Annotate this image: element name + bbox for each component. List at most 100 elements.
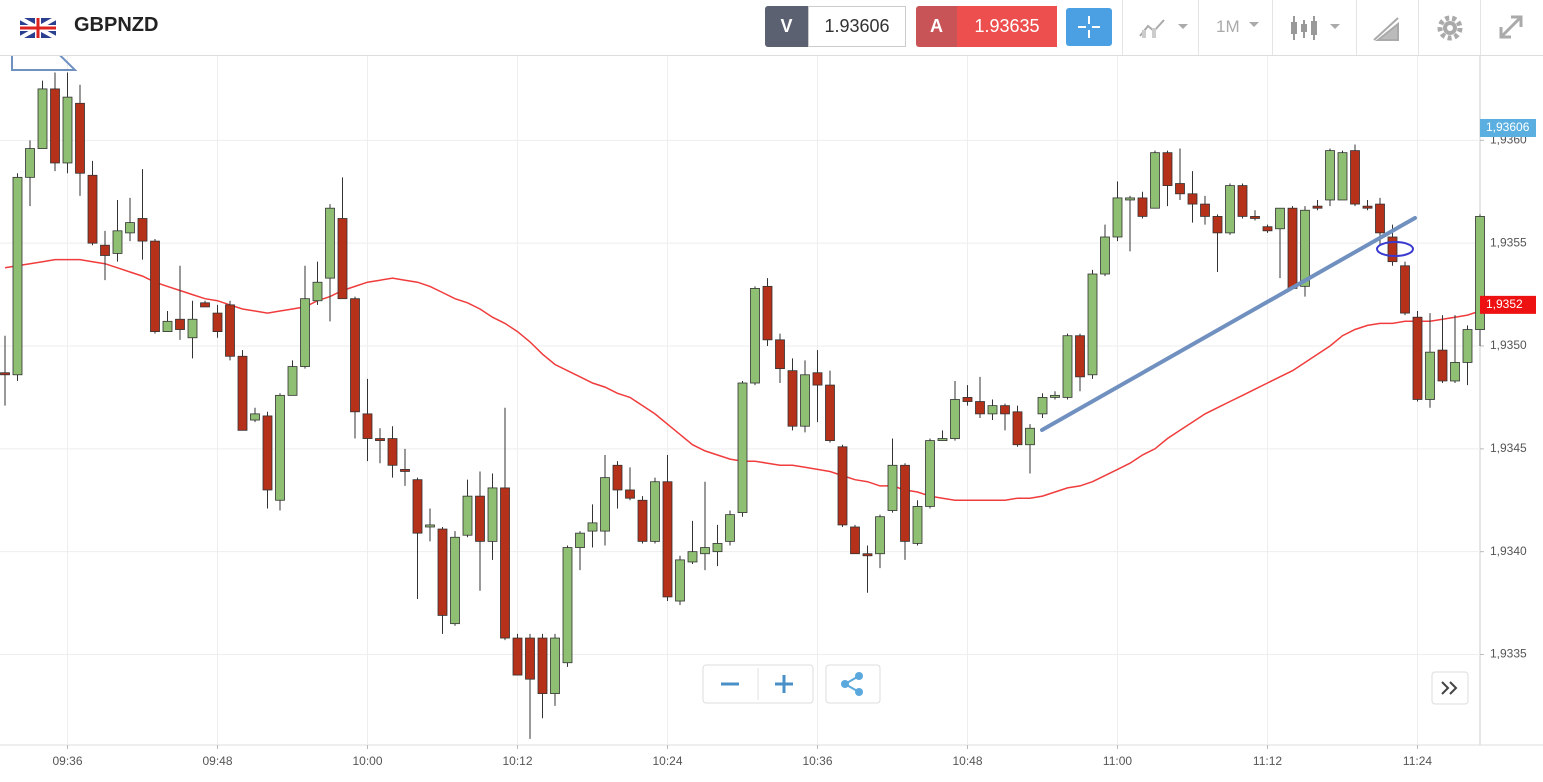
candle-body — [675, 559, 685, 602]
candle-body — [200, 302, 210, 308]
candle-body — [350, 298, 360, 413]
candle-body — [512, 637, 523, 676]
candle-body — [137, 218, 148, 242]
candle-body — [300, 298, 310, 367]
candle-body — [212, 312, 223, 332]
candle-body — [1175, 183, 1185, 195]
candle-body — [1475, 216, 1485, 330]
sell-price[interactable]: 1.93606 — [808, 6, 906, 47]
candle-body — [562, 547, 573, 664]
candle-body — [375, 438, 385, 442]
dropdown — [1249, 22, 1259, 27]
candle-body — [987, 405, 998, 415]
chart-type-button[interactable] — [1138, 16, 1190, 40]
candle-body — [12, 176, 23, 376]
candle-body — [462, 495, 473, 536]
y-tick-label: 1,9340 — [1490, 544, 1527, 558]
candle-body — [837, 446, 848, 526]
candle-body — [475, 495, 485, 542]
candle-body — [812, 372, 823, 386]
candle-body — [362, 413, 373, 439]
zoom-controls — [702, 664, 1469, 705]
candle-body — [662, 481, 673, 598]
candle-body — [1437, 349, 1448, 382]
buy-price[interactable]: 1.93635 — [957, 6, 1057, 47]
candle-body — [1412, 316, 1423, 400]
price-tag-label: 1,93606 — [1486, 120, 1530, 134]
candle-body — [1125, 197, 1135, 201]
candle-body — [687, 551, 698, 563]
share-button[interactable] — [825, 664, 881, 704]
settings-button[interactable] — [1435, 13, 1465, 43]
candle-body — [625, 489, 635, 499]
candle-body — [1362, 205, 1373, 209]
candle-body — [325, 207, 335, 279]
x-tick-label: 09:36 — [52, 754, 82, 768]
candle-body — [150, 240, 160, 332]
trend-line[interactable] — [1040, 216, 1417, 432]
candle-body — [525, 637, 535, 680]
candle-body — [725, 514, 735, 542]
divider — [1272, 0, 1273, 55]
timeframe[interactable]: 1M — [1216, 17, 1240, 36]
candle-body — [0, 372, 10, 376]
candle-body — [550, 637, 560, 694]
crosshair-button[interactable] — [1066, 8, 1112, 46]
candle-body — [1400, 265, 1410, 314]
candle-body — [37, 88, 48, 149]
candle-body — [1025, 427, 1035, 446]
sell-label[interactable]: V — [765, 6, 808, 47]
candle-body — [387, 438, 398, 466]
divider — [1198, 0, 1199, 55]
candle-body — [575, 532, 585, 548]
candle-body — [900, 464, 910, 542]
candle-body — [225, 304, 235, 357]
candle-body — [1075, 335, 1085, 378]
candle-body — [887, 464, 898, 511]
candle-body — [1200, 203, 1210, 217]
candle-body — [1000, 405, 1010, 415]
candle-body — [537, 637, 548, 694]
x-tick-label: 10:12 — [502, 754, 532, 768]
symbol: GBPNZD — [74, 14, 159, 36]
x-tick-label: 11:12 — [1253, 754, 1282, 768]
candle-body — [700, 547, 710, 555]
candle-body — [1037, 397, 1048, 415]
candle-body — [187, 318, 198, 339]
candle-body — [162, 320, 173, 332]
buy-label[interactable]: A — [916, 6, 957, 47]
ellipse-drawing[interactable] — [1376, 241, 1414, 257]
candle-body — [175, 318, 185, 330]
candle-body — [1250, 216, 1260, 219]
candle-body — [1162, 152, 1173, 186]
candle-body — [612, 464, 623, 491]
candle-body — [1062, 335, 1073, 398]
candle-body — [1350, 150, 1360, 205]
candle-body — [1325, 150, 1335, 201]
candle-body — [962, 397, 973, 402]
candle-body — [1150, 152, 1160, 209]
candle-body — [850, 526, 860, 555]
candle-body — [50, 88, 60, 164]
candle-body — [787, 370, 798, 427]
zoom-in[interactable] — [775, 675, 793, 693]
candle-body — [1212, 216, 1223, 234]
candle-body — [762, 285, 773, 341]
draw-button[interactable] — [1372, 14, 1400, 42]
candle-body — [1100, 236, 1110, 275]
candle-body — [487, 487, 498, 542]
candle-body — [287, 366, 298, 396]
x-tick-label: 10:00 — [352, 754, 382, 768]
fullscreen-button[interactable] — [1497, 13, 1525, 41]
candles-button[interactable] — [1288, 12, 1344, 44]
candle-body — [1275, 207, 1285, 230]
candle-body — [312, 281, 323, 302]
candle-body — [925, 440, 935, 507]
x-tick-label: 10:36 — [802, 754, 832, 768]
candle-body — [337, 218, 348, 300]
x-tick-label: 11:00 — [1103, 754, 1132, 768]
scroll-button[interactable] — [1431, 671, 1469, 705]
candle-body — [275, 394, 285, 501]
candle-body — [1237, 185, 1248, 217]
